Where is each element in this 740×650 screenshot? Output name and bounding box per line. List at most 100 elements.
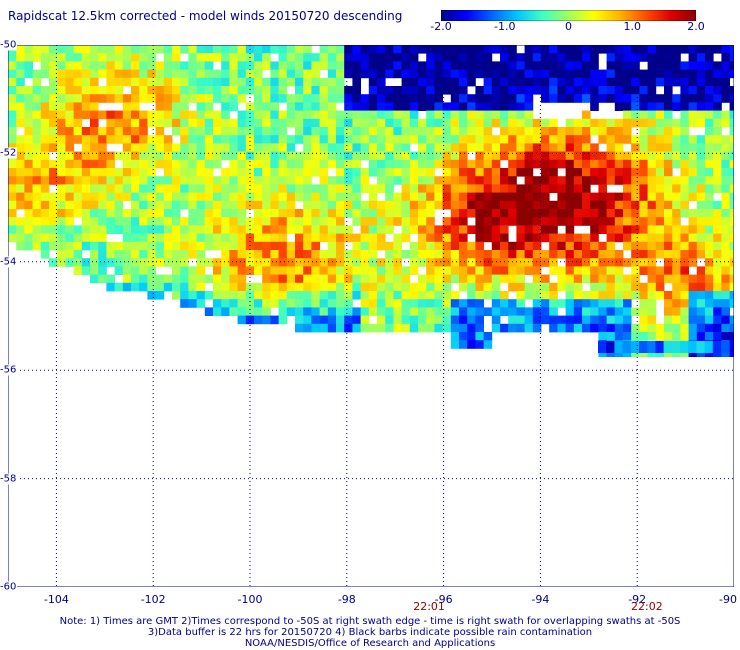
swath-cell (532, 299, 542, 308)
swath-cell (254, 250, 263, 259)
swath-cell (614, 225, 624, 234)
swath-cell (516, 53, 525, 62)
swath-cell (426, 159, 435, 169)
swath-cell (426, 143, 435, 152)
swath-cell (229, 307, 238, 316)
swath-cell (524, 291, 534, 300)
swath-cell (155, 143, 165, 152)
swath-cell (221, 94, 230, 103)
swath-cell (147, 110, 156, 120)
swath-cell (688, 282, 698, 292)
swath-cell (655, 250, 665, 259)
swath-cell (147, 282, 156, 292)
swath-cell (352, 323, 361, 333)
swath-cell (418, 159, 427, 169)
swath-cell (516, 61, 525, 70)
swath-cell (319, 45, 329, 54)
swath-cell (40, 192, 50, 202)
swath-cell (606, 332, 616, 341)
swath-cell (336, 61, 345, 70)
swath-cell (672, 77, 681, 87)
swath-cell (213, 94, 222, 103)
swath-cell (368, 53, 378, 62)
swath-cell (541, 184, 550, 193)
swath-cell (295, 127, 304, 136)
swath-cell (16, 102, 25, 111)
swath-cell (459, 94, 468, 103)
swath-cell (303, 291, 312, 300)
swath-cell (204, 53, 214, 62)
swath-cell (491, 299, 501, 308)
longitude-label: -100 (237, 593, 263, 606)
swath-cell (680, 127, 689, 136)
swath-cell (639, 86, 648, 95)
swath-cell (598, 332, 607, 341)
swath-cell (475, 266, 484, 275)
swath-cell (311, 77, 320, 87)
swath-cell (147, 258, 156, 267)
swath-cell (672, 209, 681, 218)
swath-cell (524, 45, 534, 54)
swath-cell (541, 233, 550, 243)
swath-cell (385, 315, 394, 325)
swath-cell (705, 168, 714, 177)
swath-cell (8, 168, 17, 177)
swath-cell (565, 184, 575, 193)
swath-cell (565, 241, 575, 251)
swath-cell (385, 168, 394, 177)
wind-difference-map (8, 45, 734, 587)
swath-cell (286, 159, 296, 169)
swath-cell (24, 192, 33, 202)
latitude-label: -60 (0, 581, 18, 593)
swath-cell (705, 266, 714, 275)
swath-cell (221, 184, 230, 193)
swath-cell (450, 143, 460, 152)
swath-cell (57, 225, 66, 234)
swath-cell (106, 151, 115, 161)
swath-cell (57, 184, 66, 193)
swath-cell (549, 69, 558, 79)
swath-cell (598, 315, 607, 325)
swath-cell (319, 282, 329, 292)
swath-cell (524, 176, 534, 185)
swath-cell (32, 135, 42, 144)
swath-cell (213, 118, 222, 128)
swath-cell (270, 225, 279, 234)
swath-cell (344, 110, 353, 120)
swath-cell (254, 233, 263, 243)
swath-cell (57, 45, 66, 54)
swath-cell (155, 233, 165, 243)
swath-cell (705, 233, 714, 243)
swath-cell (204, 69, 214, 79)
swath-cell (352, 159, 361, 169)
swath-cell (639, 184, 648, 193)
swath-cell (729, 282, 734, 292)
swath-cell (319, 225, 329, 234)
swath-cell (647, 127, 657, 136)
swath-cell (631, 282, 640, 292)
swath-cell (639, 217, 648, 226)
swath-cell (549, 86, 558, 95)
swath-cell (393, 110, 402, 120)
swath-cell (180, 299, 189, 308)
swath-cell (368, 110, 378, 120)
swath-cell (573, 151, 583, 161)
swath-cell (327, 282, 337, 292)
swath-cell (295, 45, 304, 54)
swath-cell (409, 184, 419, 193)
swath-cell (573, 94, 583, 103)
swath-cell (311, 118, 320, 128)
swath-cell (442, 282, 452, 292)
swath-cell (213, 200, 222, 210)
swath-cell (582, 168, 591, 177)
swath-cell (16, 151, 25, 161)
swath-cell (467, 45, 476, 54)
swath-cell (65, 69, 74, 79)
swath-cell (155, 102, 165, 111)
swath-cell (664, 209, 673, 218)
swath-cell (491, 315, 501, 325)
swath-cell (606, 233, 616, 243)
swath-cell (721, 110, 730, 120)
swath-cell (450, 45, 460, 54)
swath-cell (721, 77, 730, 87)
